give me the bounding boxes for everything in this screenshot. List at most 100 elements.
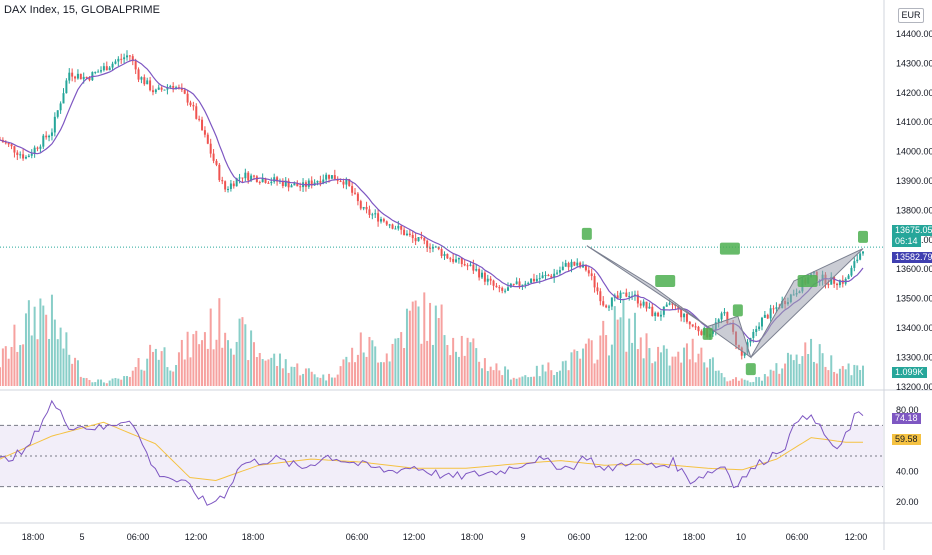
volume-bar: [651, 363, 654, 386]
candle-body: [227, 188, 230, 190]
candle-body: [405, 233, 408, 236]
candle-body: [636, 294, 639, 304]
volume-bar: [481, 368, 484, 386]
candle-body: [599, 291, 602, 302]
time-tick-label: 10: [736, 532, 746, 542]
candle-body: [403, 229, 406, 236]
volume-bar: [30, 335, 33, 386]
volume-bar: [229, 348, 232, 386]
volume-bar: [688, 359, 691, 386]
candle-body: [743, 352, 746, 356]
volume-bar: [339, 366, 342, 386]
candle-body: [535, 278, 538, 282]
candle-body: [319, 180, 322, 183]
volume-bar: [177, 352, 180, 386]
volume-bar: [50, 294, 53, 386]
candle-body: [24, 156, 27, 159]
volume-bar: [495, 363, 498, 386]
candle-body: [400, 225, 403, 230]
candle-body: [333, 175, 336, 180]
volume-bar: [163, 347, 166, 386]
candle-body: [527, 282, 530, 284]
candle-body: [752, 331, 755, 338]
time-tick-label: 12:00: [403, 532, 426, 542]
volume-bar: [261, 359, 264, 386]
candle-body: [654, 312, 657, 317]
volume-bar: [284, 359, 287, 386]
volume-bar: [735, 377, 738, 386]
candle-body: [388, 224, 391, 226]
volume-bar: [628, 318, 631, 386]
volume-bar: [342, 359, 345, 386]
currency-button[interactable]: EUR: [898, 8, 924, 23]
candle-body: [330, 175, 333, 179]
price-tick-label: 14000.00: [896, 147, 932, 157]
candle-body: [683, 313, 686, 318]
volume-bar: [625, 351, 628, 386]
candle-body: [833, 276, 836, 284]
harmonic-pattern-mid: [706, 315, 752, 359]
volume-bar: [120, 379, 123, 386]
volume-bar: [841, 366, 844, 386]
candle-body: [218, 164, 221, 181]
candle-body: [209, 143, 212, 154]
candle-body: [351, 186, 354, 193]
volume-bar: [501, 375, 504, 386]
volume-bar: [556, 371, 559, 386]
candle-body: [117, 58, 120, 62]
volume-bar: [579, 358, 582, 386]
candle-body: [131, 56, 134, 62]
volume-bar: [394, 338, 397, 386]
candle-body: [53, 116, 56, 133]
volume-bar: [486, 371, 489, 386]
volume-bar: [1, 348, 4, 386]
candle-body: [68, 72, 71, 81]
volume-bar: [683, 347, 686, 386]
volume-bar: [123, 376, 126, 386]
volume-bar: [102, 382, 105, 386]
volume-bar: [365, 356, 368, 386]
volume-bar: [117, 378, 120, 386]
volume-bar: [195, 330, 198, 386]
harmonic-pattern-right: [750, 248, 864, 358]
volume-bar: [24, 313, 27, 386]
candle-body: [469, 264, 472, 266]
volume-bar: [247, 360, 250, 386]
candle-body: [602, 301, 605, 306]
candle-body: [429, 247, 432, 249]
price-tick-label: 13500.00: [896, 294, 932, 304]
volume-bar: [862, 365, 864, 386]
candle-body: [608, 306, 611, 308]
candle-body: [105, 66, 108, 71]
candle-body: [102, 66, 105, 71]
symbol-title[interactable]: DAX Index, 15, GLOBALPRIME: [4, 4, 160, 16]
candle-body: [576, 262, 579, 266]
candle-body: [22, 154, 25, 159]
candle-body: [250, 175, 253, 181]
volume-bar: [48, 338, 51, 386]
volume-bar: [775, 363, 778, 386]
volume-bar: [336, 374, 339, 386]
volume-bar: [175, 365, 178, 386]
candle-body: [36, 147, 39, 149]
candle-body: [758, 326, 761, 330]
candle-body: [123, 57, 126, 60]
volume-bar: [403, 347, 406, 386]
volume-bar: [391, 343, 394, 386]
volume-bar: [466, 337, 469, 386]
candle-body: [645, 301, 648, 309]
volume-bar: [593, 363, 596, 386]
candle-body: [307, 180, 310, 187]
volume-bar: [850, 375, 853, 386]
volume-bar: [532, 376, 535, 386]
candle-body: [120, 58, 123, 60]
volume-bar: [411, 301, 414, 386]
volume-bar: [434, 305, 437, 386]
volume-bar: [706, 367, 709, 386]
volume-bar: [22, 344, 25, 386]
candle-body: [538, 278, 541, 280]
candle-body: [685, 313, 688, 322]
volume-bar: [781, 368, 784, 386]
